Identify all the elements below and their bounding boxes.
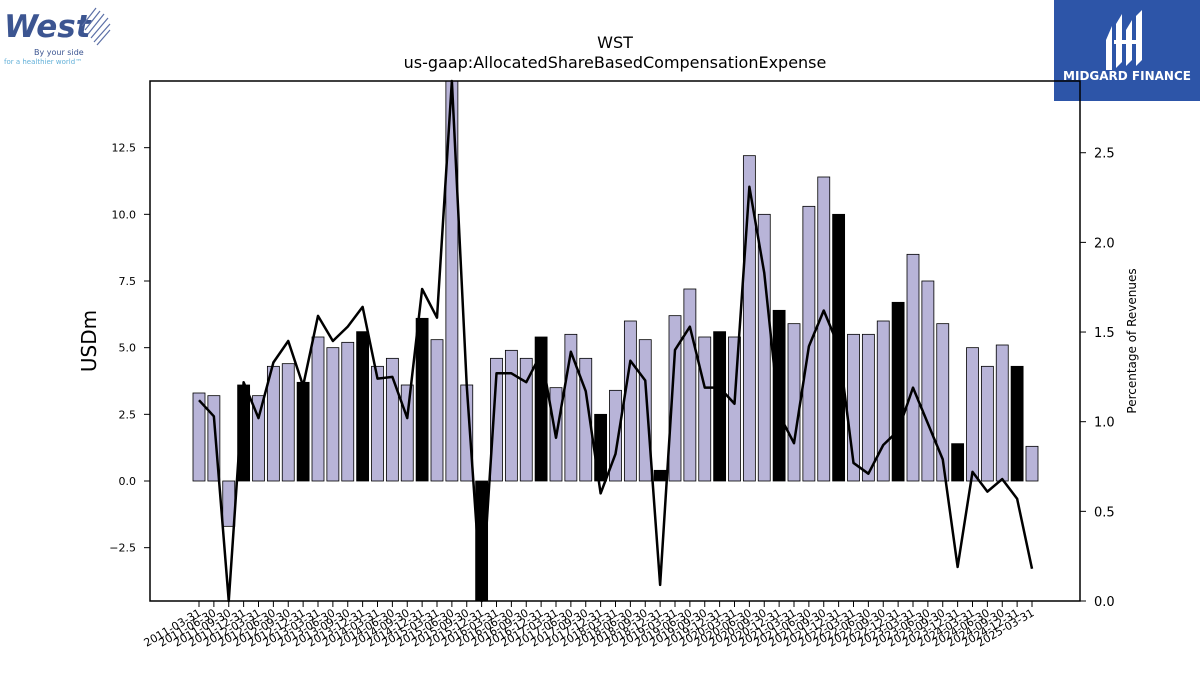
bar-2024-06-30	[980, 365, 994, 482]
bar-2013-06-30	[326, 347, 340, 482]
bar-2018-09-30	[638, 339, 652, 482]
bar-2012-12-31	[296, 381, 310, 482]
left-axis: −2.5 0.0 2.5 5.0 7.5 10.0 12.5	[109, 142, 150, 555]
bar-2023-12-31	[951, 443, 965, 482]
bar-2021-03-31	[787, 323, 801, 482]
bar-2020-12-31	[772, 309, 786, 482]
y2-tick-label: 1.0	[1094, 416, 1115, 431]
bar-2021-09-30	[817, 176, 831, 482]
bar-2025-03-31	[1025, 445, 1039, 482]
bar-2014-09-30	[400, 384, 414, 482]
bar-2019-06-30	[683, 288, 697, 482]
y-axis-label: USDm	[77, 310, 101, 372]
bar-group	[192, 80, 1039, 602]
bar-2019-12-31	[713, 331, 727, 482]
company-logo: West By your side for a healthier world™	[0, 0, 130, 70]
series-line	[198, 79, 1034, 603]
bar-2023-09-30	[936, 323, 950, 482]
y2-tick-label: 0.0	[1094, 595, 1115, 610]
company-logo-tagline-1: By your side	[34, 48, 84, 57]
y-tick-label: 0.0	[119, 475, 137, 488]
y2-axis-label: Percentage of Revenues	[1125, 268, 1139, 413]
bar-2020-09-30	[757, 213, 771, 482]
y-tick-label: 10.0	[112, 208, 137, 221]
y-tick-label: 2.5	[119, 408, 137, 421]
bar-2014-06-30	[385, 357, 399, 482]
bar-2023-06-30	[921, 280, 935, 482]
bar-2012-06-30	[266, 365, 280, 482]
bar-2011-03-31	[192, 392, 206, 482]
y-tick-label: −2.5	[109, 542, 136, 555]
bar-2019-09-30	[698, 336, 712, 482]
bar-2022-06-30	[861, 333, 875, 482]
y2-tick-label: 2.0	[1094, 236, 1115, 251]
bar-2014-03-31	[371, 365, 384, 482]
bar-2016-09-30	[519, 357, 533, 482]
bar-2024-12-31	[1010, 365, 1024, 482]
chart-subtitle: us-gaap:AllocatedShareBasedCompensationE…	[404, 53, 827, 72]
bar-2012-09-30	[281, 363, 295, 482]
bar-2022-12-31	[891, 301, 905, 482]
sponsor-logo: MIDGARD FINANCE	[1054, 0, 1200, 101]
bar-2018-06-30	[623, 320, 637, 482]
bar-2013-12-31	[356, 331, 370, 482]
right-axis: 0.0 0.5 1.0 1.5 2.0 2.5	[1080, 147, 1115, 610]
y2-tick-label: 1.5	[1094, 326, 1115, 341]
bar-2019-03-31	[668, 315, 682, 482]
line-group	[198, 79, 1034, 603]
x-axis: 2011-03-312011-06-302011-09-302011-12-31…	[142, 601, 1037, 650]
bar-2018-12-31	[653, 469, 667, 482]
bar-2022-09-30	[876, 320, 890, 482]
y-tick-label: 5.0	[119, 342, 137, 355]
sponsor-logo-name: MIDGARD FINANCE	[1063, 69, 1191, 83]
bar-2011-09-30	[222, 480, 236, 527]
company-logo-tagline-2: for a healthier world™	[4, 58, 82, 66]
bar-2012-03-31	[252, 395, 265, 482]
bar-2024-09-30	[995, 344, 1009, 482]
y-tick-label: 7.5	[119, 275, 137, 288]
bar-2013-03-31	[311, 336, 325, 482]
bar-2014-12-31	[415, 317, 429, 482]
bar-2016-03-31	[490, 357, 503, 482]
bar-2013-09-30	[341, 341, 355, 482]
sponsor-logo-mark	[1106, 10, 1142, 70]
y2-tick-label: 0.5	[1094, 505, 1115, 520]
bar-2024-03-31	[966, 347, 979, 482]
bar-2023-03-31	[906, 253, 920, 482]
y-tick-label: 12.5	[112, 142, 137, 155]
company-logo-mark	[81, 7, 111, 46]
bar-2015-03-31	[430, 339, 444, 482]
bar-2017-09-30	[579, 357, 593, 482]
chart-title: WST	[597, 33, 633, 52]
y2-tick-label: 2.5	[1094, 147, 1115, 162]
bar-2018-03-31	[609, 389, 622, 482]
company-logo-name: West	[4, 9, 92, 45]
bar-2016-06-30	[504, 349, 518, 482]
